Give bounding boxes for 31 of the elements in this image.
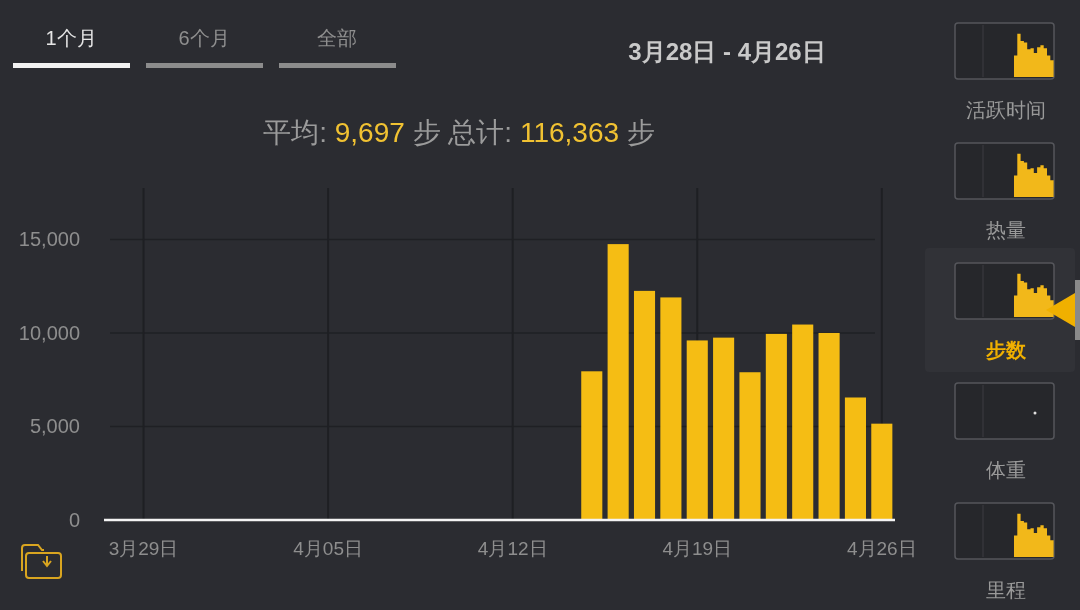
bar bbox=[739, 372, 761, 520]
text: 1个月 bbox=[45, 27, 97, 49]
y-tick-label: 10,000 bbox=[18, 321, 80, 344]
x-tick-label: 4月12日 bbox=[477, 538, 548, 559]
text: 6个月 bbox=[178, 27, 230, 49]
chart-title: 3月28日 - 4月26日 bbox=[628, 38, 826, 65]
x-tick-label: 4月19日 bbox=[662, 538, 733, 559]
text: 热量 bbox=[986, 219, 1026, 241]
bar bbox=[844, 397, 866, 520]
bar bbox=[871, 423, 893, 520]
text: 体重 bbox=[986, 459, 1026, 481]
x-tick-label: 3月29日 bbox=[108, 538, 179, 559]
text: 全部 bbox=[317, 27, 357, 49]
bar bbox=[607, 244, 629, 520]
y-tick-label: 0 bbox=[68, 509, 80, 531]
bar bbox=[713, 337, 735, 520]
text: 活跃时间 bbox=[966, 99, 1046, 121]
bar bbox=[818, 332, 840, 520]
bar bbox=[581, 371, 603, 520]
text: 里程 bbox=[986, 579, 1026, 601]
y-tick-label: 15,000 bbox=[18, 228, 80, 251]
bar bbox=[633, 290, 656, 520]
bar bbox=[792, 324, 814, 520]
bar bbox=[660, 297, 682, 520]
bar bbox=[765, 333, 787, 520]
bar bbox=[686, 340, 708, 520]
x-tick-label: 4月26日 bbox=[846, 538, 917, 559]
x-tick-label: 4月05日 bbox=[293, 538, 363, 559]
y-tick-label: 5,000 bbox=[29, 415, 80, 438]
text: 步数 bbox=[985, 339, 1027, 361]
chart-subtitle: 平均: 9,697 步 总计: 116,363 步 bbox=[263, 117, 655, 148]
